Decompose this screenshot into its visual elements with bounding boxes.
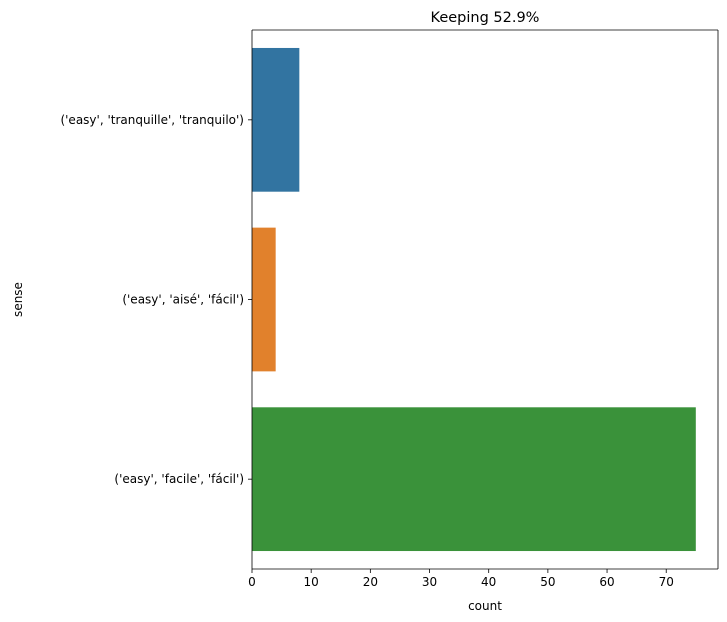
bar-2 <box>252 407 696 552</box>
x-tick-label: 50 <box>540 575 555 589</box>
bar-1 <box>252 227 276 372</box>
y-axis-ticks: ('easy', 'tranquille', 'tranquilo') ('eas… <box>60 113 252 486</box>
x-axis-label: count <box>468 599 502 613</box>
y-tick-label: ('easy', 'aisé', 'fácil') <box>122 293 244 307</box>
x-tick-label: 40 <box>481 575 496 589</box>
x-tick-label: 10 <box>304 575 319 589</box>
x-tick-label: 30 <box>422 575 437 589</box>
x-tick-label: 20 <box>363 575 378 589</box>
bar-0 <box>252 47 300 192</box>
x-tick-label: 60 <box>599 575 614 589</box>
x-tick-label: 0 <box>248 575 256 589</box>
x-axis-ticks: 0 10 20 30 40 50 60 70 <box>248 569 674 589</box>
chart-title: Keeping 52.9% <box>431 10 540 26</box>
x-tick-label: 70 <box>659 575 674 589</box>
bars-group <box>252 47 696 552</box>
y-tick-label: ('easy', 'tranquille', 'tranquilo') <box>60 113 244 127</box>
y-axis-label: sense <box>11 282 25 317</box>
y-tick-label: ('easy', 'facile', 'fácil') <box>114 472 244 486</box>
axis-spines <box>251 29 719 570</box>
